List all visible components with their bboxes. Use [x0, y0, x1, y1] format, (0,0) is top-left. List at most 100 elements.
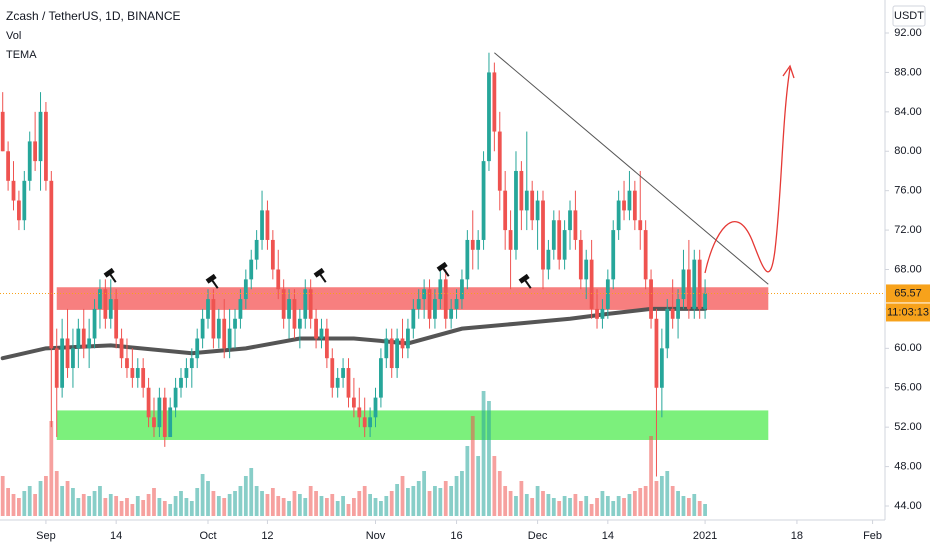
volume-bar — [487, 401, 491, 516]
volume-bar — [573, 494, 578, 516]
y-tick-label: 88.00 — [894, 66, 922, 78]
candle-body — [206, 299, 210, 319]
candle-body — [659, 348, 664, 388]
candle-body — [38, 111, 43, 162]
candle-body — [508, 230, 513, 250]
candle-body — [616, 200, 621, 231]
volume-bar — [541, 491, 545, 516]
volume-bar — [319, 496, 324, 516]
y-tick-label: 76.00 — [894, 185, 922, 197]
candle-body — [578, 239, 583, 280]
volume-bar — [686, 498, 691, 516]
candle-body — [562, 230, 567, 260]
candle-body — [605, 279, 610, 309]
candle-body — [514, 170, 518, 250]
volume-bar — [357, 491, 362, 516]
candle-body — [400, 338, 405, 349]
volume-bar — [352, 498, 356, 516]
candle-body — [384, 338, 389, 359]
candle-body — [638, 220, 643, 231]
candle-body — [319, 328, 324, 339]
candle-body — [297, 318, 302, 329]
volume-bar — [649, 436, 653, 516]
volume-bar — [330, 494, 335, 516]
candle-body — [465, 239, 470, 280]
candle-body — [308, 289, 313, 319]
currency: USDT — [894, 10, 924, 22]
candle-body — [546, 249, 551, 270]
volume-bar — [22, 491, 27, 516]
volume-bar — [384, 496, 389, 516]
volume-bar — [406, 488, 410, 516]
x-tick-label: 16 — [450, 530, 462, 542]
volume-bar — [433, 486, 437, 516]
candle-body — [65, 338, 70, 369]
volume-bar — [654, 481, 659, 516]
candle-body — [162, 397, 167, 438]
volume-bar — [400, 476, 405, 516]
candle-body — [681, 269, 686, 300]
projection-arrow — [704, 64, 795, 274]
candle-body — [676, 299, 680, 319]
candle-body — [460, 279, 464, 300]
volume-bar — [92, 491, 97, 516]
volume-bar — [44, 476, 48, 516]
volume-bar — [697, 501, 702, 516]
candle-body — [179, 377, 183, 388]
volume-bar — [65, 481, 70, 516]
candle-body — [454, 299, 459, 309]
volume-legend[interactable]: Vol — [6, 30, 21, 42]
volume-bar — [589, 504, 594, 516]
volume-bar — [341, 496, 345, 516]
candle-body — [222, 318, 227, 349]
candle-body — [184, 368, 189, 378]
candle-body — [44, 111, 48, 181]
candle-body — [379, 358, 383, 398]
volume-bar — [227, 494, 232, 516]
volume-bar — [422, 471, 427, 516]
volume-bar — [216, 496, 221, 516]
candle-body — [589, 259, 594, 309]
candle-body — [233, 318, 237, 329]
candle-body — [530, 190, 535, 221]
volume-bar — [292, 491, 297, 516]
volume-bar — [260, 491, 264, 516]
volume-bar — [265, 494, 270, 516]
candle-body — [238, 299, 243, 319]
volume-bar — [476, 456, 481, 516]
volume-bar — [379, 501, 383, 516]
volume-bar — [508, 491, 513, 516]
candle-body — [416, 299, 421, 309]
volume-bar — [703, 504, 707, 516]
volume-bar — [535, 486, 540, 516]
candle-body — [265, 210, 270, 240]
candle-body — [627, 190, 632, 211]
y-tick-label: 48.00 — [894, 460, 922, 472]
volume-bar — [676, 491, 680, 516]
countdown-label: 11:03:13 — [887, 306, 929, 318]
candle-body — [92, 308, 97, 339]
candle-body — [152, 417, 156, 428]
x-tick-label: 14 — [110, 530, 122, 542]
trendline — [494, 52, 769, 285]
volume-bar — [206, 481, 210, 516]
candle-body — [611, 230, 616, 280]
tema-legend[interactable]: TEMA — [6, 49, 37, 61]
chart-title: Zcash / TetherUS, 1D, BINANCE — [6, 9, 181, 23]
currency-box[interactable] — [892, 5, 926, 27]
candle-body — [427, 289, 432, 319]
candle-body — [568, 210, 572, 231]
candle-body — [476, 239, 481, 250]
volume-bar — [125, 498, 129, 516]
x-tick-label: Sep — [36, 530, 56, 542]
x-tick-label: Dec — [528, 530, 548, 542]
candle-body — [141, 368, 146, 388]
candle-body — [216, 318, 221, 339]
volume-bar — [238, 486, 243, 516]
candle-body — [189, 358, 194, 369]
volume-bar — [87, 496, 92, 516]
volume-bar — [119, 501, 124, 516]
candle-body — [470, 239, 475, 250]
volume-bar — [141, 500, 146, 516]
volume-bar — [346, 504, 351, 516]
